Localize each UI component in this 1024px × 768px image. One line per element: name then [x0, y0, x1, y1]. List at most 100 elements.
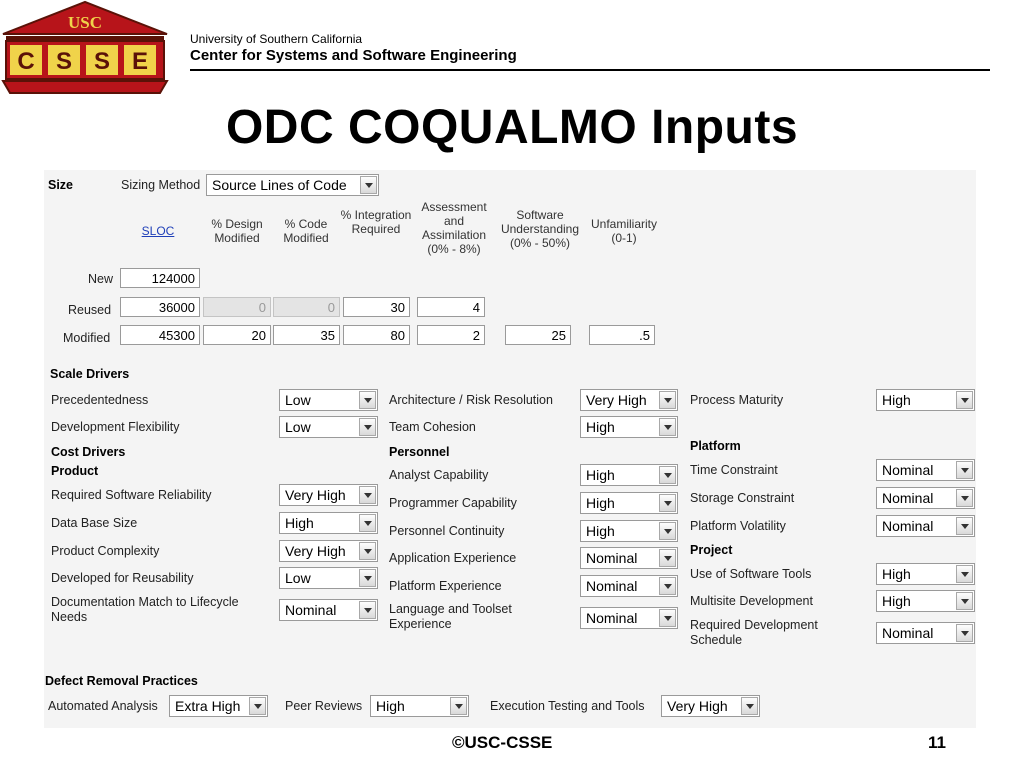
- time-select[interactable]: Nominal: [876, 459, 975, 481]
- sced-select[interactable]: Nominal: [876, 622, 975, 644]
- chevron-down-icon: [659, 466, 676, 484]
- site-select[interactable]: High: [876, 590, 975, 612]
- tool-label: Use of Software Tools: [690, 567, 812, 581]
- slide-title: ODC COQUALMO Inputs: [225, 101, 799, 154]
- platform-heading: Platform: [690, 439, 741, 453]
- logo-letter-e: E: [132, 48, 148, 75]
- rely-select[interactable]: Very High: [279, 484, 378, 506]
- chevron-down-icon: [741, 697, 758, 715]
- new-sloc-input[interactable]: 124000: [120, 268, 200, 288]
- chevron-down-icon: [359, 418, 376, 436]
- stor-select[interactable]: Nominal: [876, 487, 975, 509]
- reused-dm-input: 0: [203, 297, 271, 317]
- reused-aa-input[interactable]: 4: [417, 297, 485, 317]
- unfamiliarity-header: Unfamiliarity (0-1): [590, 217, 657, 245]
- svg-text:USC: USC: [68, 13, 102, 32]
- chevron-down-icon: [450, 697, 467, 715]
- dev-flexibility-label: Development Flexibility: [51, 420, 180, 434]
- code-modified-header: % Code Modified: [283, 217, 329, 245]
- modified-unfamiliarity-input[interactable]: .5: [589, 325, 655, 345]
- precedentedness-select[interactable]: Low: [279, 389, 378, 411]
- row-label-reused: Reused: [68, 303, 112, 317]
- chevron-down-icon: [659, 577, 676, 595]
- peer-reviews-select[interactable]: High: [370, 695, 469, 717]
- automated-analysis-select[interactable]: Extra High: [169, 695, 268, 717]
- defect-removal-heading: Defect Removal Practices: [45, 674, 198, 688]
- chevron-down-icon: [659, 418, 676, 436]
- process-maturity-label: Process Maturity: [690, 393, 784, 407]
- sizing-method-select[interactable]: Source Lines of Code: [206, 174, 379, 196]
- chevron-down-icon: [956, 461, 973, 479]
- chevron-down-icon: [659, 609, 676, 627]
- chevron-down-icon: [956, 489, 973, 507]
- chevron-down-icon: [360, 176, 377, 194]
- product-heading: Product: [51, 464, 99, 478]
- peer-reviews-label: Peer Reviews: [285, 699, 363, 713]
- reused-sloc-input[interactable]: 36000: [120, 297, 200, 317]
- sizing-method-label: Sizing Method: [121, 178, 201, 192]
- tool-select[interactable]: High: [876, 563, 975, 585]
- ruse-select[interactable]: Low: [279, 567, 378, 589]
- apex-label: Application Experience: [389, 551, 517, 565]
- logo-letter-s1: S: [56, 48, 72, 75]
- pcap-select[interactable]: High: [580, 492, 678, 514]
- docu-select[interactable]: Nominal: [279, 599, 378, 621]
- execution-testing-label: Execution Testing and Tools: [490, 699, 645, 713]
- chevron-down-icon: [249, 697, 266, 715]
- dev-flexibility-select[interactable]: Low: [279, 416, 378, 438]
- integration-required-header: % Integration Required: [340, 208, 412, 236]
- pvol-select[interactable]: Nominal: [876, 515, 975, 537]
- reused-ir-input[interactable]: 30: [343, 297, 410, 317]
- ltex-select[interactable]: Nominal: [580, 607, 678, 629]
- apex-select[interactable]: Nominal: [580, 547, 678, 569]
- pcap-label: Programmer Capability: [389, 496, 517, 510]
- execution-testing-select[interactable]: Very High: [661, 695, 760, 717]
- chevron-down-icon: [359, 569, 376, 587]
- modified-ir-input[interactable]: 80: [343, 325, 410, 345]
- row-label-new: New: [88, 272, 114, 286]
- chevron-down-icon: [956, 624, 973, 642]
- chevron-down-icon: [359, 542, 376, 560]
- copyright: ©USC-CSSE: [452, 733, 553, 752]
- chevron-down-icon: [359, 514, 376, 532]
- cplx-select[interactable]: Very High: [279, 540, 378, 562]
- chevron-down-icon: [659, 391, 676, 409]
- modified-aa-input[interactable]: 2: [417, 325, 485, 345]
- pvol-label: Platform Volatility: [690, 519, 786, 533]
- header-rule: [190, 69, 990, 71]
- pcon-label: Personnel Continuity: [389, 524, 505, 538]
- coqualmo-input-panel: Size Sizing Method Source Lines of Code …: [44, 170, 976, 728]
- plex-label: Platform Experience: [389, 579, 502, 593]
- time-label: Time Constraint: [690, 463, 778, 477]
- center-name: Center for Systems and Software Engineer…: [190, 47, 517, 64]
- chevron-down-icon: [956, 565, 973, 583]
- design-modified-header: % Design Modified: [211, 217, 263, 245]
- rely-label: Required Software Reliability: [51, 488, 212, 502]
- modified-dm-input[interactable]: 20: [203, 325, 271, 345]
- ltex-label: Language and Toolset Experience: [389, 602, 512, 631]
- university-name: University of Southern California: [190, 32, 363, 46]
- reused-cm-input: 0: [273, 297, 340, 317]
- data-label: Data Base Size: [51, 516, 138, 530]
- modified-cm-input[interactable]: 35: [273, 325, 340, 345]
- chevron-down-icon: [359, 486, 376, 504]
- chevron-down-icon: [359, 391, 376, 409]
- chevron-down-icon: [659, 494, 676, 512]
- team-cohesion-label: Team Cohesion: [389, 420, 476, 434]
- stor-label: Storage Constraint: [690, 491, 795, 505]
- team-cohesion-select[interactable]: High: [580, 416, 678, 438]
- acap-select[interactable]: High: [580, 464, 678, 486]
- data-select[interactable]: High: [279, 512, 378, 534]
- page-number: 11: [928, 733, 946, 752]
- modified-su-input[interactable]: 25: [505, 325, 571, 345]
- cost-drivers-heading: Cost Drivers: [51, 445, 126, 459]
- sloc-link[interactable]: SLOC: [141, 224, 175, 238]
- process-maturity-select[interactable]: High: [876, 389, 975, 411]
- ruse-label: Developed for Reusability: [51, 571, 194, 585]
- plex-select[interactable]: Nominal: [580, 575, 678, 597]
- automated-analysis-label: Automated Analysis: [48, 699, 158, 713]
- scale-drivers-heading: Scale Drivers: [50, 367, 130, 381]
- pcon-select[interactable]: High: [580, 520, 678, 542]
- modified-sloc-input[interactable]: 45300: [120, 325, 200, 345]
- arch-risk-select[interactable]: Very High: [580, 389, 678, 411]
